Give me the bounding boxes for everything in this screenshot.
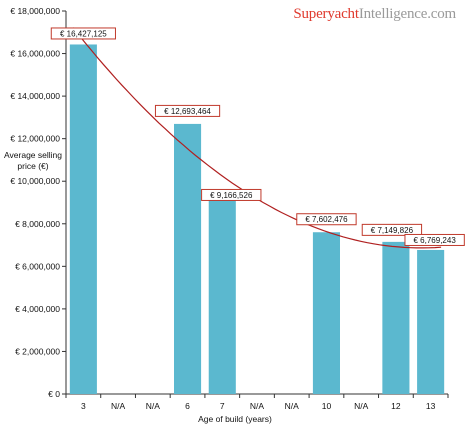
x-tick-label: N/A bbox=[250, 401, 265, 411]
bar bbox=[382, 241, 410, 394]
brand-logo: SuperyachtIntelligence.com bbox=[293, 6, 456, 23]
x-tick-label: 3 bbox=[81, 401, 86, 411]
x-tick-label: 13 bbox=[426, 401, 436, 411]
data-label-box bbox=[50, 27, 116, 40]
bar bbox=[417, 249, 445, 394]
data-label-box bbox=[154, 104, 221, 117]
brand-logo-part1: Superyacht bbox=[293, 6, 359, 22]
y-tick-label: € 8,000,000 bbox=[15, 219, 60, 229]
y-tick-label: € 0 bbox=[48, 389, 60, 399]
data-label: € 12,693,464 bbox=[164, 107, 211, 116]
x-tick-label: N/A bbox=[354, 401, 369, 411]
bar bbox=[208, 198, 236, 394]
data-label: € 16,427,125 bbox=[60, 29, 107, 38]
data-label-box bbox=[404, 233, 465, 246]
data-label-box bbox=[296, 213, 357, 226]
y-tick-label: € 6,000,000 bbox=[15, 261, 60, 271]
bar bbox=[69, 44, 97, 394]
y-axis-label: Average selling price (€) bbox=[4, 150, 62, 171]
y-tick-label: € 16,000,000 bbox=[10, 49, 60, 59]
brand-logo-part2: Intelligence.com bbox=[358, 6, 456, 22]
y-tick-label: € 4,000,000 bbox=[15, 304, 60, 314]
x-tick-label: 6 bbox=[185, 401, 190, 411]
bar bbox=[174, 123, 202, 395]
bar bbox=[312, 232, 340, 394]
y-tick-label: € 18,000,000 bbox=[10, 6, 60, 16]
data-label: € 7,149,826 bbox=[371, 226, 414, 235]
y-tick-label: € 12,000,000 bbox=[10, 134, 60, 144]
y-tick-label: € 2,000,000 bbox=[15, 346, 60, 356]
x-tick-label: 7 bbox=[220, 401, 225, 411]
x-tick-label: 12 bbox=[391, 401, 401, 411]
trendline bbox=[72, 27, 442, 249]
y-tick-label: € 14,000,000 bbox=[10, 91, 60, 101]
data-label: € 9,166,526 bbox=[210, 191, 253, 200]
data-label-box bbox=[201, 188, 262, 201]
x-axis-label: Age of build (years) bbox=[198, 414, 272, 424]
data-label: € 6,769,243 bbox=[414, 236, 457, 245]
data-label: € 7,602,476 bbox=[305, 215, 348, 224]
x-tick-label: N/A bbox=[146, 401, 161, 411]
x-tick-label: N/A bbox=[111, 401, 126, 411]
x-tick-label: 10 bbox=[322, 401, 332, 411]
data-label-box bbox=[361, 223, 423, 236]
y-tick-label: € 10,000,000 bbox=[10, 176, 60, 186]
x-tick-label: N/A bbox=[285, 401, 300, 411]
